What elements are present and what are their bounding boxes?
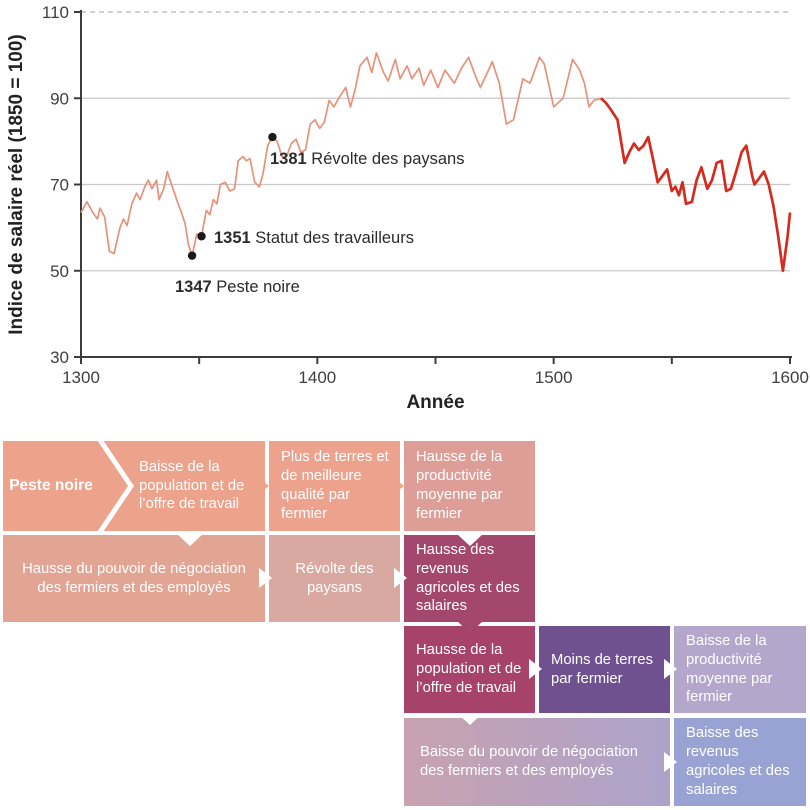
box-label: Hausse de la population et de l’offre de… xyxy=(416,642,522,696)
box-label-peste-noire: Peste noire xyxy=(9,477,93,494)
arrow-right-icon xyxy=(391,476,404,496)
svg-text:1300: 1300 xyxy=(62,368,100,387)
box-moins-de-terres: Moins de terres par fermier xyxy=(539,626,670,713)
series-red xyxy=(599,97,792,273)
arrow-right-icon xyxy=(664,659,677,679)
box-baisse-productivite: Baisse de la productivité moyenne par fe… xyxy=(674,626,806,713)
arrow-right-icon xyxy=(259,568,272,588)
box-hausse-revenus: Hausse des revenus agricoles et des sala… xyxy=(404,535,535,622)
box-plus-de-terres: Plus de terres et de meilleure qualité p… xyxy=(269,441,400,531)
svg-text:30: 30 xyxy=(50,348,69,367)
x-axis-title: Année xyxy=(406,392,464,413)
svg-text:1500: 1500 xyxy=(535,368,573,387)
svg-text:1381 Révolte des paysans: 1381 Révolte des paysans xyxy=(270,150,464,168)
svg-text:110: 110 xyxy=(42,3,69,22)
box-peste-noire: Peste noire Baisse de la population et d… xyxy=(3,435,265,537)
svg-text:90: 90 xyxy=(50,89,69,108)
y-axis-title: Indice de salaire réel (1850 = 100) xyxy=(6,34,27,335)
box-label: Moins de terres par fermier xyxy=(551,651,653,687)
svg-text:50: 50 xyxy=(50,262,69,281)
box-label: Baisse de la productivité moyenne par fe… xyxy=(686,632,773,706)
real-wage-chart: 30 50 70 90 110 1300 1400 1500 1600 Indice de sal… xyxy=(6,3,809,413)
svg-text:1347 Peste noire: 1347 Peste noire xyxy=(175,278,300,296)
box-label: Plus de terres et de meilleure qualité p… xyxy=(281,449,389,522)
box-label: Hausse du pouvoir de négociation des fer… xyxy=(22,560,246,596)
box-baisse-revenus: Baisse des revenus agricoles et des sala… xyxy=(674,718,806,806)
box-label: Hausse des revenus agricoles et des sala… xyxy=(416,541,520,615)
box-baisse-pouvoir-negociation: Baisse du pouvoir de négociation des fer… xyxy=(404,718,670,806)
series-salmon xyxy=(80,52,602,257)
box-hausse-productivite: Hausse de la productivité moyenne par fe… xyxy=(404,441,535,531)
flow-diagram: Peste noire Baisse de la population et d… xyxy=(0,424,810,810)
real-wage-chart-svg: 30 50 70 90 110 1300 1400 1500 1600 Indice de sal… xyxy=(6,3,809,413)
svg-text:1351 Statut des travailleurs: 1351 Statut des travailleurs xyxy=(214,229,414,247)
box-label: Baisse des revenus agricoles et des sala… xyxy=(686,725,790,798)
tick-labels: 30 50 70 90 110 1300 1400 1500 1600 xyxy=(42,3,809,387)
annotations: 1347 Peste noire 1351 Statut des travaill… xyxy=(175,132,464,296)
arrow-right-icon xyxy=(256,476,269,496)
svg-text:1600: 1600 xyxy=(771,368,809,387)
box-label-baisse-population: Baisse de la population et de l’offre de… xyxy=(139,458,245,513)
svg-text:70: 70 xyxy=(50,176,69,195)
box-label: Hausse de la productivité moyenne par fe… xyxy=(416,449,503,522)
svg-text:1400: 1400 xyxy=(298,368,336,387)
arrow-down-icon xyxy=(177,534,203,546)
arrow-right-icon xyxy=(664,752,677,772)
arrow-right-icon xyxy=(529,659,542,679)
arrow-down-icon xyxy=(457,621,483,633)
arrow-down-icon xyxy=(457,534,483,546)
box-hausse-pouvoir-negociation: Hausse du pouvoir de négociation des fer… xyxy=(3,535,265,622)
arrow-right-icon xyxy=(394,568,407,588)
box-label: Baisse du pouvoir de négociation des fer… xyxy=(420,744,638,779)
chevron-right-icon xyxy=(95,435,135,537)
box-revolte-paysans: Révolte des paysans xyxy=(269,535,400,622)
gridlines xyxy=(81,11,790,272)
axes xyxy=(74,10,792,364)
box-hausse-population: Hausse de la population et de l’offre de… xyxy=(404,626,535,713)
box-label: Révolte des paysans xyxy=(295,560,374,596)
arrow-down-icon xyxy=(457,713,483,725)
